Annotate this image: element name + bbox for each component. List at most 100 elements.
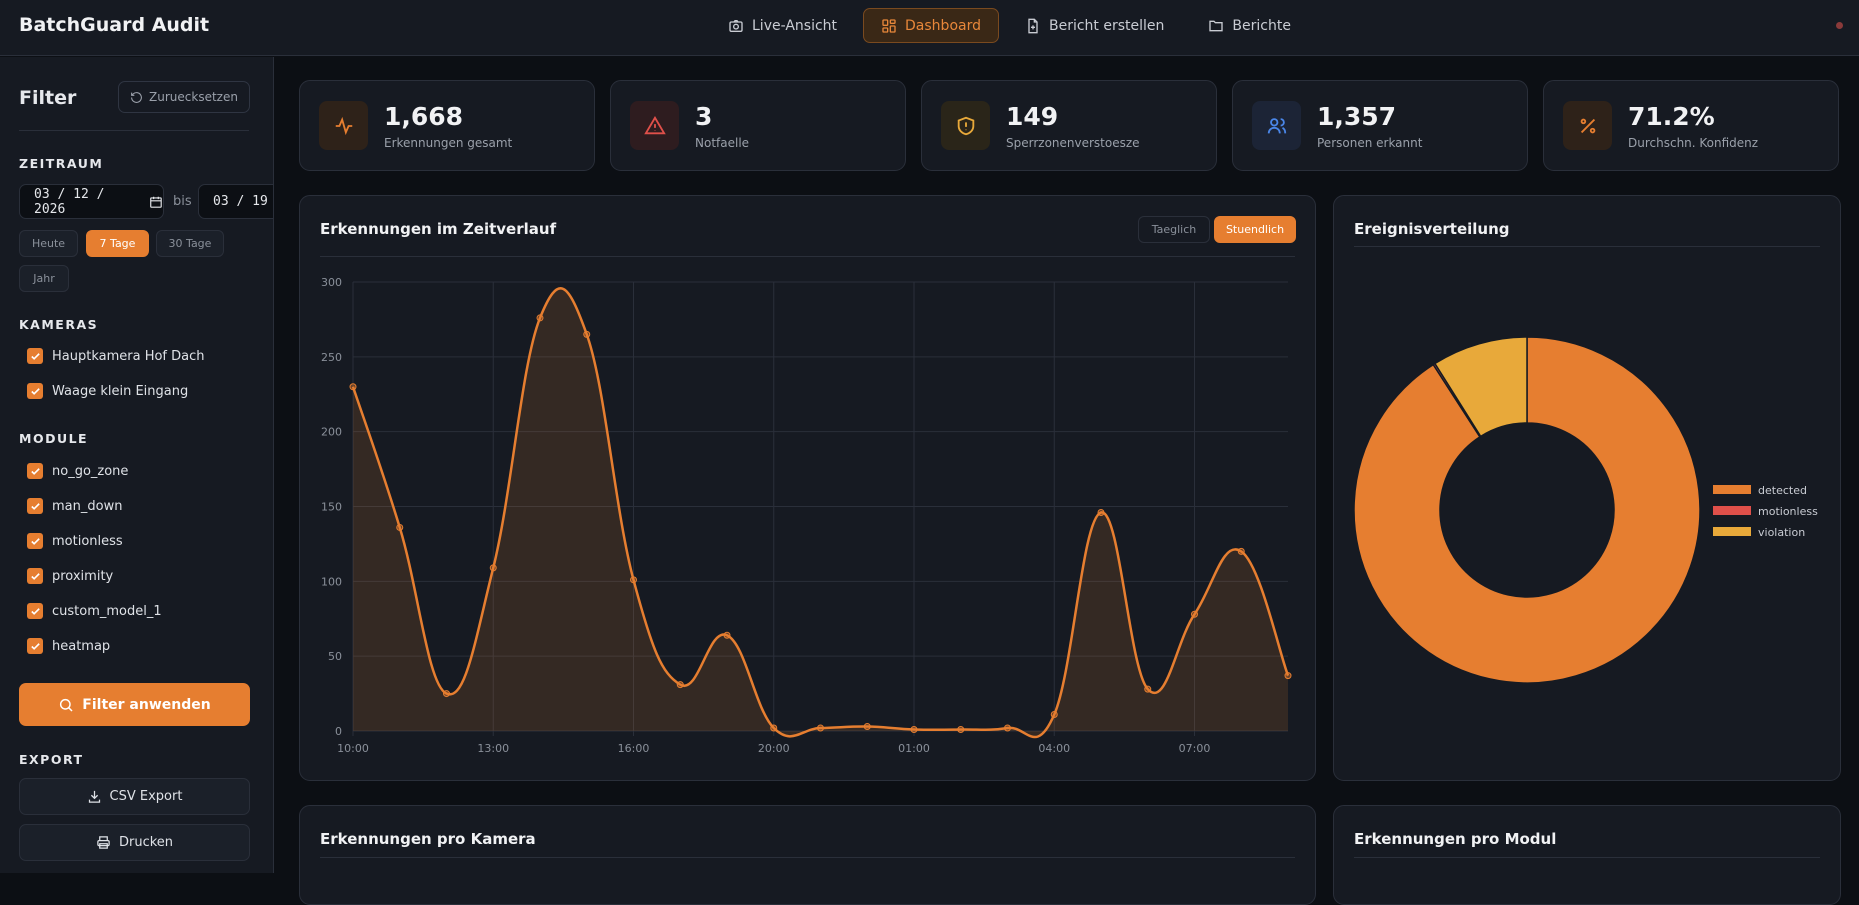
preset-heute[interactable]: Heute (19, 230, 78, 257)
file-plus-icon (1028, 18, 1038, 33)
x-tick-label: 07:00 (1179, 742, 1211, 755)
module-heading: MODULE (19, 431, 89, 446)
apply-label: Filter anwenden (82, 696, 211, 713)
data-point[interactable] (676, 681, 684, 689)
checkmark-icon[interactable] (27, 498, 43, 514)
nav-live-ansicht[interactable]: Live-Ansicht (710, 8, 855, 43)
slice-detected[interactable] (1353, 336, 1701, 684)
data-point[interactable] (723, 631, 731, 639)
data-point[interactable] (770, 724, 778, 732)
checkmark-icon[interactable] (27, 533, 43, 549)
checkmark-icon[interactable] (27, 603, 43, 619)
app-title: BatchGuard Audit (19, 14, 210, 36)
data-point[interactable] (863, 723, 871, 731)
data-point[interactable] (583, 330, 591, 338)
csv-export-button[interactable]: CSV Export (19, 778, 250, 815)
checkmark-icon[interactable] (27, 348, 43, 364)
reset-icon (131, 91, 142, 103)
nav-label: Berichte (1232, 17, 1291, 34)
module-checkbox[interactable]: heatmap (27, 638, 110, 654)
module-checkbox[interactable]: no_go_zone (27, 463, 128, 479)
data-point[interactable] (910, 726, 918, 734)
calendar-icon[interactable] (149, 195, 163, 209)
checkbox-label: no_go_zone (52, 463, 129, 479)
checkmark-icon[interactable] (27, 463, 43, 479)
data-point[interactable] (1284, 672, 1292, 680)
date-to-input[interactable]: 03 / 19 / 2026 (198, 184, 273, 219)
kpi-value: 149 (1006, 102, 1059, 131)
date-from-value: 03 / 12 / 2026 (34, 186, 105, 217)
data-point[interactable] (536, 314, 544, 322)
kpi-label: Personen erkannt (1317, 136, 1423, 150)
camera-icon (729, 19, 743, 32)
data-point[interactable] (1191, 610, 1198, 618)
toggle-hourly[interactable]: Stuendlich (1214, 216, 1296, 243)
checkbox-label: motionless (52, 533, 123, 549)
apply-filter-button[interactable]: Filter anwenden (19, 683, 250, 726)
camera-checkbox[interactable]: Hauptkamera Hof Dach (27, 348, 205, 364)
data-point[interactable] (1237, 547, 1245, 555)
module-checkbox[interactable]: man_down (27, 498, 122, 514)
percent-icon (1563, 101, 1612, 150)
module-checkbox[interactable]: proximity (27, 568, 113, 584)
preset-30-tage[interactable]: 30 Tage (156, 230, 224, 257)
date-to-value: 03 / 19 / 2026 (213, 194, 273, 209)
module-card: Erkennungen pro Modul (1333, 805, 1841, 905)
preset-7-tage[interactable]: 7 Tage (86, 230, 149, 257)
bis-label: bis (173, 194, 192, 209)
data-point[interactable] (1050, 711, 1058, 719)
kpi-label: Notfaelle (695, 136, 750, 150)
camera-checkbox[interactable]: Waage klein Eingang (27, 383, 188, 399)
zeitraum-heading: ZEITRAUM (19, 156, 104, 171)
legend-label[interactable]: violation (1758, 526, 1805, 539)
dashboard-icon (882, 18, 896, 33)
top-bar: BatchGuard Audit Live-Ansicht Dashboard … (0, 0, 1859, 56)
data-point[interactable] (957, 726, 965, 734)
connection-status-dot (1836, 22, 1843, 29)
nav-dashboard[interactable]: Dashboard (863, 8, 999, 43)
checkbox-label: heatmap (52, 638, 111, 654)
checkmark-icon[interactable] (27, 568, 43, 584)
data-point[interactable] (396, 523, 404, 531)
filter-sidebar: Filter Zuruecksetzen ZEITRAUM 03 / 12 / … (0, 57, 274, 873)
slice-violation[interactable] (1433, 336, 1528, 438)
checkmark-icon[interactable] (27, 383, 43, 399)
data-point[interactable] (443, 690, 450, 698)
kpi-card: 3 Notfaelle (610, 80, 906, 171)
data-point[interactable] (817, 724, 824, 732)
legend-label[interactable]: detected (1758, 484, 1807, 497)
download-icon (88, 790, 100, 803)
search-icon (60, 698, 73, 712)
legend-label[interactable]: motionless (1758, 505, 1818, 518)
preset-jahr[interactable]: Jahr (19, 265, 69, 292)
nav-label: Bericht erstellen (1049, 17, 1165, 34)
y-tick-label: 150 (321, 501, 342, 514)
timeline-chart: 0 50 100 150 200 250 300 10:00 13:00 16:00 20:00 01… (321, 276, 1292, 755)
data-point[interactable] (630, 576, 637, 584)
reset-button[interactable]: Zuruecksetzen (118, 81, 250, 113)
distribution-chart: detected motionless violation (1353, 336, 1818, 684)
distribution-title: Ereignisverteilung (1354, 220, 1510, 238)
kpi-label: Erkennungen gesamt (384, 136, 513, 150)
data-point[interactable] (349, 383, 357, 391)
module-checkbox[interactable]: motionless (27, 533, 123, 549)
data-point[interactable] (1097, 508, 1105, 516)
date-from-input[interactable]: 03 / 12 / 2026 (19, 184, 164, 219)
checkmark-icon[interactable] (27, 638, 43, 654)
legend-swatch (1713, 506, 1751, 515)
checkbox-label: Waage klein Eingang (52, 383, 189, 399)
kpi-card: 71.2% Durchschn. Konfidenz (1543, 80, 1839, 171)
series-line (351, 287, 1290, 739)
print-label: Drucken (118, 835, 174, 850)
print-button[interactable]: Drucken (19, 824, 250, 861)
data-point[interactable] (489, 564, 497, 572)
folder-icon (1209, 20, 1224, 31)
toggle-daily[interactable]: Taeglich (1138, 216, 1210, 243)
nav-berichte[interactable]: Berichte (1190, 8, 1309, 43)
data-point[interactable] (1144, 685, 1152, 693)
kpi-card: 1,357 Personen erkannt (1232, 80, 1528, 171)
filter-title: Filter (19, 87, 77, 109)
module-checkbox[interactable]: custom_model_1 (27, 603, 162, 619)
nav-bericht-erstellen[interactable]: Bericht erstellen (1007, 8, 1182, 43)
data-point[interactable] (1004, 724, 1011, 732)
